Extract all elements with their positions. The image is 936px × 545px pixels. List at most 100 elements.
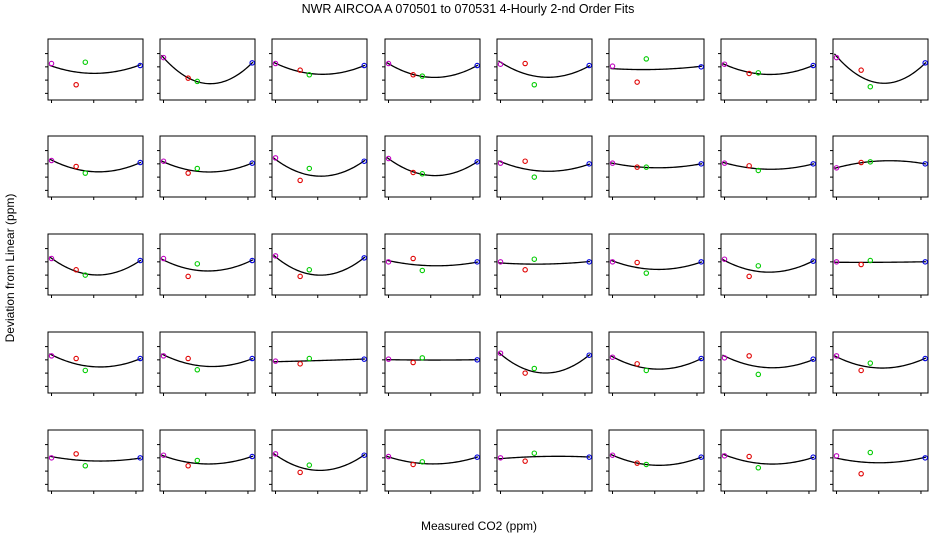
standard-point xyxy=(307,166,311,170)
fit-curve xyxy=(498,352,589,373)
fit-curve xyxy=(722,259,813,272)
standard-point xyxy=(532,175,536,179)
fit-curve xyxy=(49,159,140,172)
fit-curve xyxy=(49,65,140,74)
panel-frame xyxy=(721,234,816,295)
standard-point xyxy=(195,262,199,266)
standard-point xyxy=(195,166,199,170)
panel xyxy=(45,430,143,494)
panel xyxy=(718,332,816,396)
standard-point xyxy=(298,470,302,474)
standard-point xyxy=(644,57,648,61)
standard-point xyxy=(859,368,863,372)
standard-point xyxy=(74,356,78,360)
panel xyxy=(45,39,143,103)
fit-curve xyxy=(49,456,140,461)
panel xyxy=(606,39,704,103)
panel xyxy=(606,430,704,494)
panel xyxy=(157,39,255,103)
panel xyxy=(269,430,367,494)
standard-point xyxy=(756,466,760,470)
standard-point xyxy=(532,83,536,87)
panel xyxy=(157,234,255,298)
fit-curve xyxy=(722,454,813,464)
fit-curve xyxy=(273,62,364,74)
panel-frame xyxy=(385,136,480,197)
panel xyxy=(830,430,928,494)
fit-curve xyxy=(834,262,925,263)
fit-curve xyxy=(386,62,477,77)
standard-point xyxy=(411,256,415,260)
panel xyxy=(494,136,592,200)
panel-frame xyxy=(385,332,480,393)
fit-curve xyxy=(161,161,252,172)
panel xyxy=(830,136,928,200)
standard-point xyxy=(186,171,190,175)
standard-point xyxy=(186,356,190,360)
fit-curve xyxy=(161,55,252,83)
panel-frame xyxy=(272,332,367,393)
standard-point xyxy=(635,362,639,366)
standard-point xyxy=(868,450,872,454)
standard-point xyxy=(420,268,424,272)
standard-point xyxy=(644,368,648,372)
panel-frame xyxy=(833,39,928,100)
panel-frame xyxy=(497,39,592,100)
panel-frame xyxy=(160,430,255,491)
standard-point xyxy=(859,68,863,72)
panel xyxy=(830,39,928,103)
panel xyxy=(45,136,143,200)
fit-curve xyxy=(722,355,813,368)
fit-curve xyxy=(161,354,252,367)
standard-point xyxy=(523,159,527,163)
panel xyxy=(830,332,928,396)
panel-frame xyxy=(721,332,816,393)
fit-curve xyxy=(834,161,925,169)
standard-point xyxy=(868,361,872,365)
standard-point xyxy=(756,372,760,376)
standard-point xyxy=(523,268,527,272)
standard-point xyxy=(834,454,838,458)
standard-point xyxy=(532,451,536,455)
panel xyxy=(830,234,928,298)
standard-point xyxy=(747,354,751,358)
standard-point xyxy=(298,362,302,366)
standard-point xyxy=(186,274,190,278)
standard-point xyxy=(523,459,527,463)
panel xyxy=(382,430,480,494)
standard-point xyxy=(498,456,502,460)
fit-curve xyxy=(722,63,813,74)
panel xyxy=(45,234,143,298)
panel-frame xyxy=(497,430,592,491)
standard-point xyxy=(74,83,78,87)
standard-point xyxy=(83,368,87,372)
fit-curve xyxy=(273,255,364,275)
panel xyxy=(269,332,367,396)
panel xyxy=(45,332,143,396)
panel xyxy=(606,332,704,396)
panels-layer xyxy=(45,39,928,494)
panel-frame xyxy=(497,136,592,197)
panel xyxy=(382,332,480,396)
panel xyxy=(269,39,367,103)
x-axis-label: Measured CO2 (ppm) xyxy=(421,519,537,533)
standard-point xyxy=(635,80,639,84)
panel xyxy=(157,332,255,396)
fit-curve xyxy=(834,356,925,368)
standard-point xyxy=(307,268,311,272)
fit-curve xyxy=(610,454,701,465)
standard-point xyxy=(523,61,527,65)
panel-frame xyxy=(833,136,928,197)
fit-curve xyxy=(273,158,364,176)
fit-curve xyxy=(273,453,364,470)
panel xyxy=(718,136,816,200)
standard-point xyxy=(635,260,639,264)
standard-point xyxy=(186,464,190,468)
panel xyxy=(494,39,592,103)
chart-title: NWR AIRCOA A 070501 to 070531 4-Hourly 2… xyxy=(302,2,635,16)
panel xyxy=(606,234,704,298)
standard-point xyxy=(195,458,199,462)
standard-point xyxy=(307,463,311,467)
fit-curve xyxy=(386,157,477,176)
